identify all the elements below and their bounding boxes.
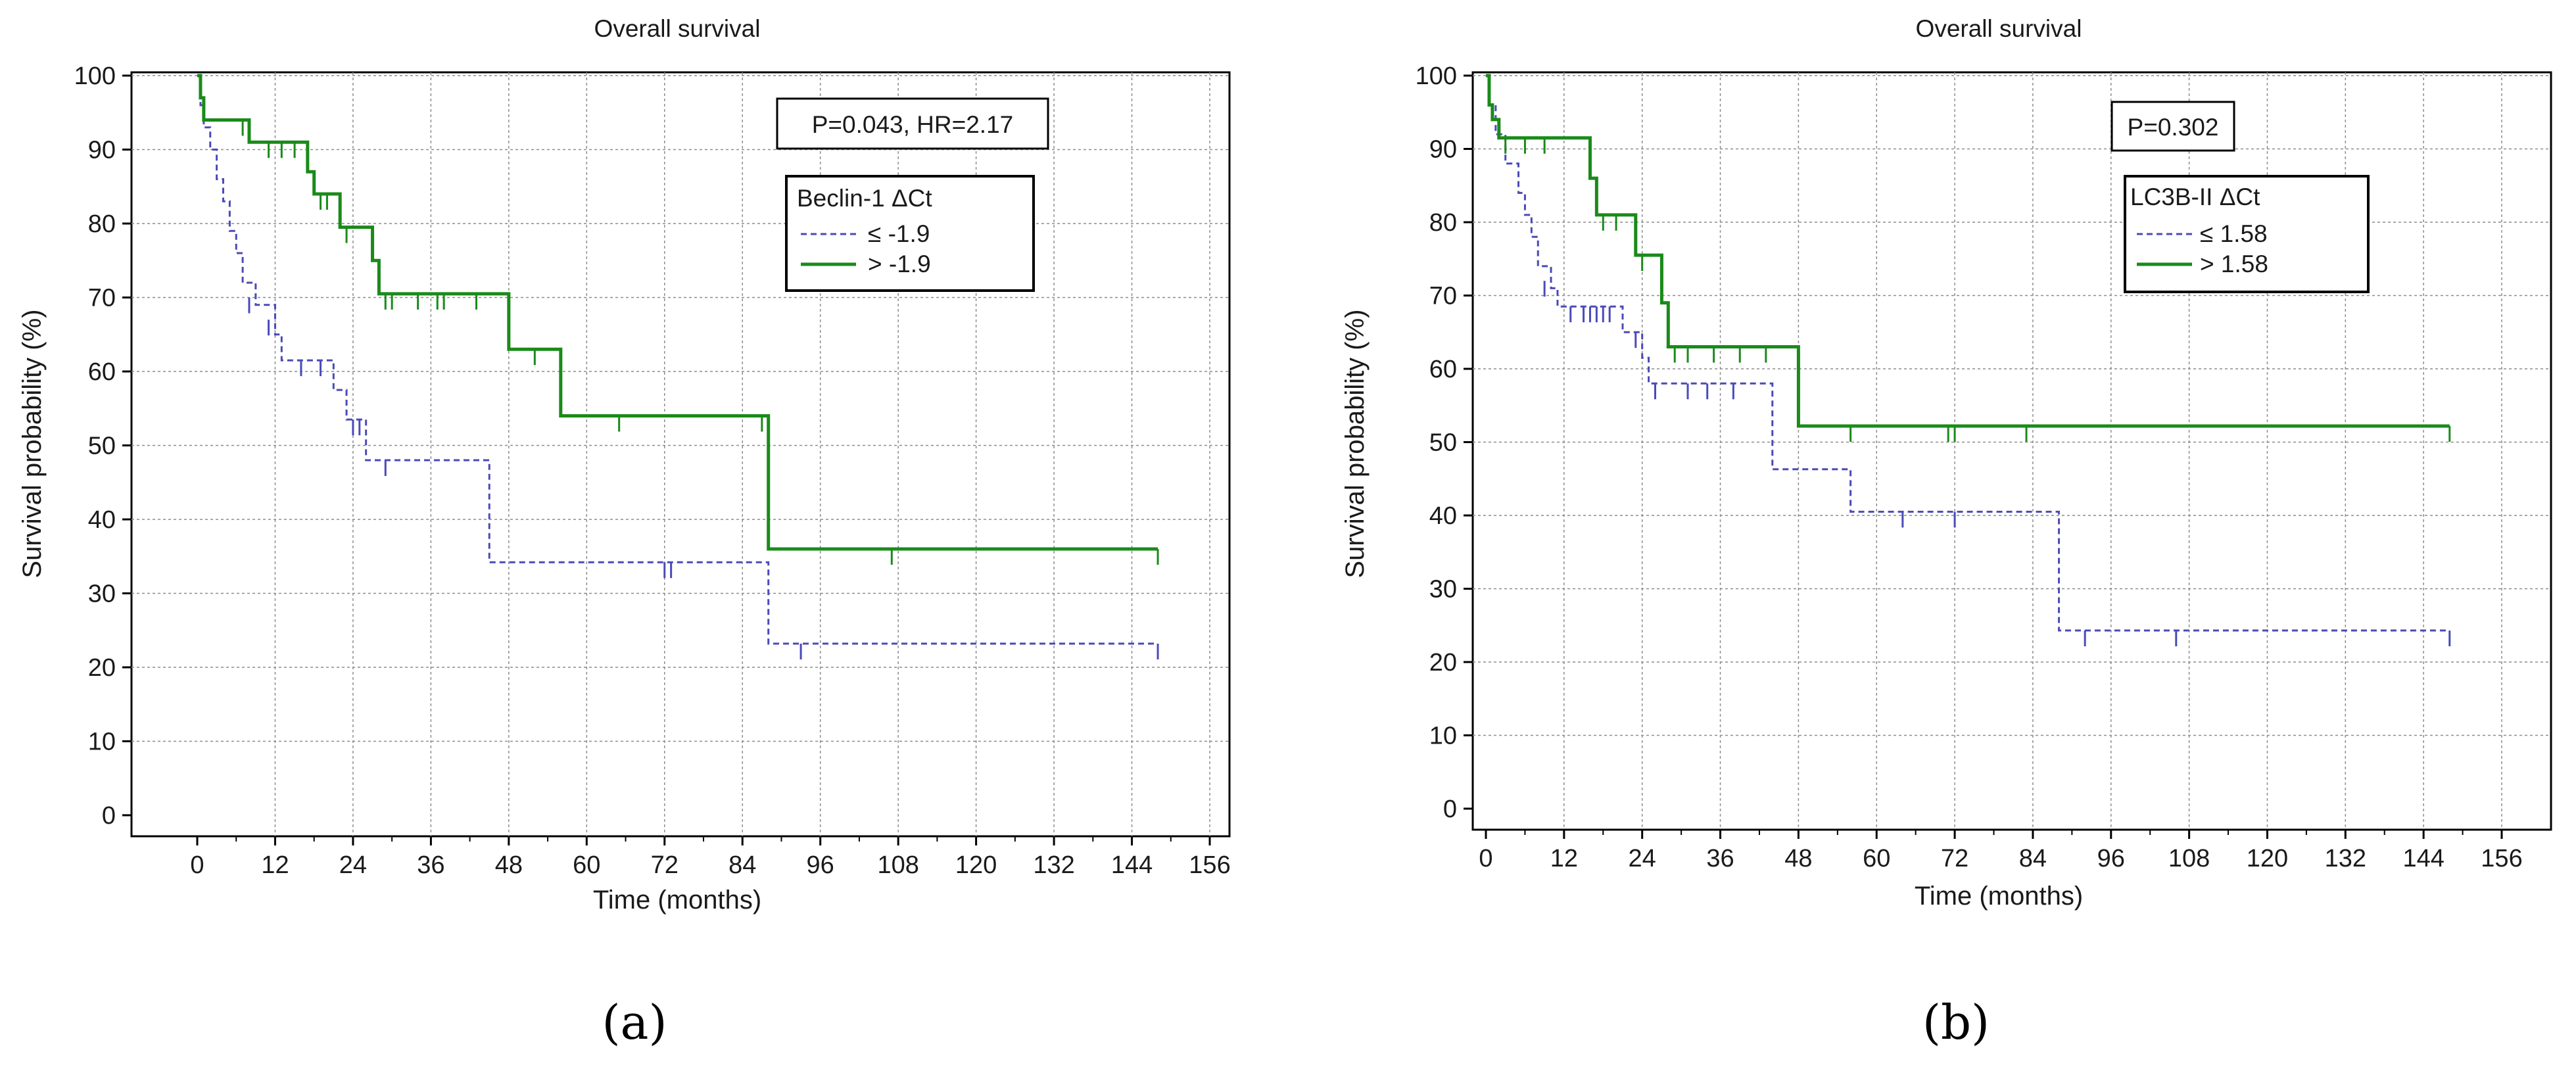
legend-label-low-a: ≤ -1.9	[868, 220, 930, 247]
x-tick-label-b: 120	[2247, 845, 2288, 872]
gridlines-b	[1473, 72, 2551, 830]
y-tick-label-a: 100	[74, 62, 116, 90]
x-tick-label-b: 72	[1941, 845, 1968, 872]
x-tick-label-a: 36	[417, 851, 444, 879]
x-tick-label-b: 156	[2481, 845, 2522, 872]
survival-curve-low-a	[197, 74, 1158, 645]
x-tick-label-b: 0	[1479, 845, 1492, 872]
panel-label-a: (a)	[602, 995, 667, 1050]
x-tick-label-b: 24	[1629, 845, 1656, 872]
legend-b: LC3B-II ΔCt ≤ 1.58 > 1.58	[2124, 175, 2370, 293]
stat-box-b: P=0.302	[2111, 101, 2235, 152]
y-tick-label-a: 0	[102, 802, 116, 830]
legend-frame-a	[785, 175, 1035, 292]
x-tick-label-a: 108	[877, 851, 918, 879]
chart-title-a: Overall survival	[594, 15, 761, 42]
chart-title-b: Overall survival	[1916, 15, 2082, 42]
chart-panel-a: 0 12 24 36 48 60 72 84 96 108 120 132 144 156 0 10 20 30 4…	[18, 15, 1231, 1050]
x-tick-label-a: 96	[807, 851, 834, 879]
y-axis-label-b: Survival probability (%)	[1341, 309, 1370, 578]
x-tick-label-b: 144	[2402, 845, 2444, 872]
x-tick-label-a: 132	[1033, 851, 1074, 879]
x-tick-label-a: 144	[1111, 851, 1153, 879]
survival-curve-high-a	[197, 74, 1158, 551]
survival-curve-low-b	[1486, 74, 2450, 632]
x-tick-label-a: 0	[190, 851, 204, 879]
x-tick-label-b: 132	[2325, 845, 2366, 872]
legend-frame-b	[2124, 175, 2370, 293]
x-tick-label-a: 24	[339, 851, 367, 879]
y-tick-label-b: 30	[1429, 576, 1457, 604]
stat-text-a: P=0.043, HR=2.17	[812, 111, 1014, 138]
y-tick-label-b: 0	[1443, 796, 1457, 823]
y-tick-label-b: 10	[1429, 723, 1457, 750]
x-tick-label-b: 60	[1863, 845, 1890, 872]
stat-box-a: P=0.043, HR=2.17	[776, 97, 1049, 150]
x-tick-label-b: 12	[1550, 845, 1578, 872]
y-tick-label-b: 70	[1429, 283, 1457, 310]
survival-curves-b	[1486, 74, 2451, 647]
x-tick-label-b: 96	[2097, 845, 2125, 872]
x-tick-label-b: 108	[2168, 845, 2210, 872]
stat-box-frame-b	[2111, 101, 2235, 152]
y-tick-label-b: 80	[1429, 209, 1457, 237]
x-axis-label-b: Time (months)	[1915, 882, 2083, 911]
x-tick-label-b: 36	[1706, 845, 1734, 872]
x-tick-label-a: 12	[261, 851, 289, 879]
x-tick-label-a: 156	[1189, 851, 1230, 879]
y-tick-label-a: 50	[88, 433, 116, 460]
legend-label-high-b: > 1.58	[2200, 250, 2268, 277]
x-tick-label-b: 84	[2019, 845, 2047, 872]
y-tick-label-a: 90	[88, 137, 116, 164]
plot-area-b	[1471, 71, 2552, 831]
plot-area-a	[130, 71, 1231, 838]
legend-a: Beclin-1 ΔCt ≤ -1.9 > -1.9	[785, 175, 1035, 292]
y-tick-label-a: 40	[88, 506, 116, 534]
y-tick-label-a: 30	[88, 581, 116, 608]
survival-curve-high-b	[1486, 74, 2450, 428]
y-tick-label-b: 60	[1429, 356, 1457, 383]
legend-label-low-b: ≤ 1.58	[2200, 220, 2268, 247]
x-tick-label-a: 120	[955, 851, 997, 879]
axis-ticks-b: 0 12 24 36 48 60 72 84 96 108 120 132 144 156 0 10 20 30 4…	[1416, 62, 2523, 872]
stat-text-b: P=0.302	[2128, 114, 2219, 141]
stat-box-frame-a	[776, 97, 1049, 150]
y-tick-label-a: 10	[88, 728, 116, 756]
axis-ticks-a: 0 12 24 36 48 60 72 84 96 108 120 132 144 156 0 10 20 30 4…	[74, 62, 1231, 879]
y-tick-label-b: 100	[1416, 62, 1457, 90]
x-tick-label-a: 60	[573, 851, 600, 879]
y-tick-label-b: 50	[1429, 429, 1457, 457]
y-tick-label-a: 80	[88, 210, 116, 238]
x-tick-label-a: 72	[651, 851, 679, 879]
y-tick-label-a: 20	[88, 654, 116, 682]
gridlines-a	[131, 72, 1229, 836]
x-axis-label-a: Time (months)	[593, 886, 761, 915]
legend-label-high-a: > -1.9	[868, 250, 931, 277]
panel-label-b: (b)	[1922, 995, 1990, 1050]
y-tick-label-b: 40	[1429, 502, 1457, 530]
x-tick-label-a: 48	[495, 851, 523, 879]
legend-title-a: Beclin-1 ΔCt	[797, 185, 932, 212]
survival-curves-a	[197, 74, 1159, 659]
y-axis-label-a: Survival probability (%)	[18, 309, 47, 578]
y-tick-label-a: 70	[88, 285, 116, 312]
x-tick-label-a: 84	[728, 851, 756, 879]
y-tick-label-a: 60	[88, 358, 116, 386]
x-tick-label-b: 48	[1784, 845, 1812, 872]
y-tick-label-b: 90	[1429, 136, 1457, 164]
chart-panel-b: 0 12 24 36 48 60 72 84 96 108 120 132 144 156 0 10 20 30 4…	[1341, 15, 2552, 1050]
legend-title-b: LC3B-II ΔCt	[2130, 183, 2260, 210]
y-tick-label-b: 20	[1429, 649, 1457, 677]
